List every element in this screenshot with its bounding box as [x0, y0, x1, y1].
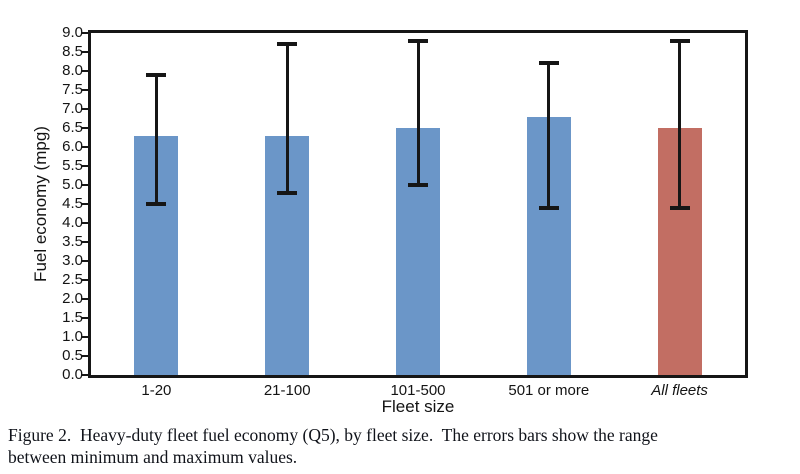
error-cap-max-501-or-more	[538, 61, 559, 66]
y-tick-mark	[82, 146, 88, 148]
error-cap-max-1-20	[146, 72, 167, 77]
y-tick-mark	[82, 184, 88, 186]
error-cap-max-all-fleets	[669, 38, 690, 43]
x-tick-label-all-fleets: All fleets	[651, 382, 708, 399]
y-tick-mark	[82, 32, 88, 34]
y-tick-label: 5.0	[62, 176, 83, 193]
y-tick-label: 0.0	[62, 366, 83, 383]
y-tick-mark	[82, 355, 88, 357]
x-tick-label-1-20: 1-20	[141, 382, 172, 399]
y-tick-mark	[82, 279, 88, 281]
error-cap-min-21-100	[277, 190, 298, 195]
y-tick-mark	[82, 89, 88, 91]
y-tick-label: 2.0	[62, 290, 83, 307]
y-tick-label: 8.0	[62, 62, 83, 79]
figure-caption-line-2: between minimum and maximum values.	[8, 447, 298, 467]
y-tick-mark	[82, 241, 88, 243]
y-tick-label: 4.0	[62, 214, 83, 231]
error-bar-1-20	[154, 74, 158, 204]
y-tick-label: 7.5	[62, 81, 83, 98]
y-tick-label: 5.5	[62, 157, 83, 174]
y-tick-mark	[82, 336, 88, 338]
error-bar-101-500	[416, 40, 420, 185]
error-cap-min-all-fleets	[669, 205, 690, 210]
y-tick-mark	[82, 51, 88, 53]
y-tick-label: 2.5	[62, 271, 83, 288]
error-bar-all-fleets	[678, 40, 682, 208]
figure-caption-line-1: Figure 2. Heavy-duty fleet fuel economy …	[8, 425, 658, 445]
y-tick-label: 6.0	[62, 138, 83, 155]
y-tick-mark	[82, 165, 88, 167]
x-tick-label-501-or-more: 501 or more	[508, 382, 590, 399]
y-tick-mark	[82, 222, 88, 224]
y-tick-mark	[82, 374, 88, 376]
x-tick-label-21-100: 21-100	[263, 382, 311, 399]
x-tick-label-101-500: 101-500	[390, 382, 446, 399]
y-tick-label: 7.0	[62, 100, 83, 117]
y-tick-label: 3.5	[62, 233, 83, 250]
figure-caption: Figure 2. Heavy-duty fleet fuel economy …	[8, 424, 792, 468]
y-tick-mark	[82, 203, 88, 205]
y-tick-label: 4.5	[62, 195, 83, 212]
error-cap-min-101-500	[408, 183, 428, 187]
error-cap-max-101-500	[408, 38, 428, 43]
y-tick-mark	[82, 127, 88, 129]
y-tick-label: 8.5	[62, 43, 83, 60]
error-bar-21-100	[285, 44, 289, 193]
y-tick-label: 9.0	[62, 24, 83, 41]
y-tick-mark	[82, 260, 88, 262]
y-tick-mark	[82, 108, 88, 110]
y-tick-mark	[82, 317, 88, 319]
y-tick-label: 6.5	[62, 119, 83, 136]
x-axis-title: Fleet size	[381, 397, 455, 416]
y-tick-mark	[82, 70, 88, 72]
y-tick-label: 1.0	[62, 328, 83, 345]
y-tick-label: 1.5	[62, 309, 83, 326]
error-cap-min-1-20	[146, 202, 167, 206]
error-bar-501-or-more	[547, 63, 551, 208]
error-cap-min-501-or-more	[538, 205, 559, 210]
y-tick-mark	[82, 298, 88, 300]
y-tick-label: 0.5	[62, 347, 83, 364]
plot-area: Fleet size 0.0 0.5 1.0 1.5 2.0 2.5 3.0 3.5 4.0 4.…	[62, 24, 748, 416]
error-cap-max-21-100	[277, 42, 298, 47]
y-tick-label: 3.0	[62, 252, 83, 269]
